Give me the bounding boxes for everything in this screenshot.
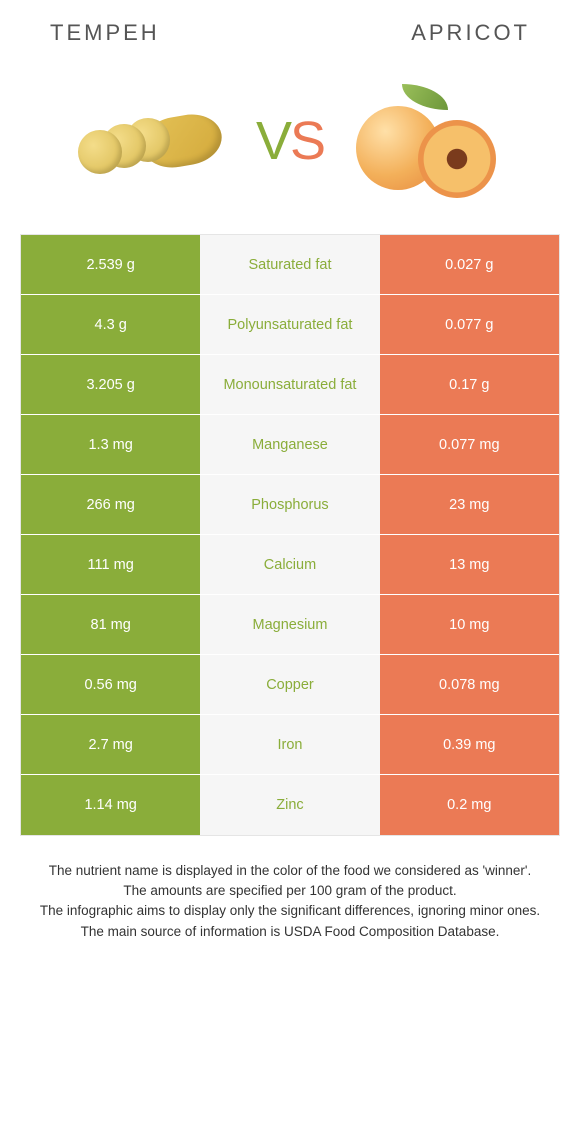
apricot-image bbox=[338, 76, 518, 206]
table-row: 81 mgMagnesium10 mg bbox=[21, 595, 559, 655]
right-value-cell: 0.17 g bbox=[380, 355, 559, 414]
nutrient-label-cell: Manganese bbox=[200, 415, 379, 474]
right-value-cell: 0.027 g bbox=[380, 235, 559, 294]
table-row: 266 mgPhosphorus23 mg bbox=[21, 475, 559, 535]
footer-line: The infographic aims to display only the… bbox=[28, 902, 552, 920]
table-row: 2.539 gSaturated fat0.027 g bbox=[21, 235, 559, 295]
left-value-cell: 0.56 mg bbox=[21, 655, 200, 714]
nutrient-label-cell: Zinc bbox=[200, 775, 379, 835]
left-value-cell: 3.205 g bbox=[21, 355, 200, 414]
footer-line: The main source of information is USDA F… bbox=[28, 923, 552, 941]
footer-line: The nutrient name is displayed in the co… bbox=[28, 862, 552, 880]
left-value-cell: 1.14 mg bbox=[21, 775, 200, 835]
table-row: 111 mgCalcium13 mg bbox=[21, 535, 559, 595]
right-value-cell: 10 mg bbox=[380, 595, 559, 654]
left-value-cell: 2.7 mg bbox=[21, 715, 200, 774]
table-row: 1.14 mgZinc0.2 mg bbox=[21, 775, 559, 835]
right-value-cell: 0.077 g bbox=[380, 295, 559, 354]
left-food-title: Tempeh bbox=[50, 20, 160, 46]
footer-line: The amounts are specified per 100 gram o… bbox=[28, 882, 552, 900]
right-value-cell: 0.2 mg bbox=[380, 775, 559, 835]
nutrient-label-cell: Phosphorus bbox=[200, 475, 379, 534]
nutrient-label-cell: Magnesium bbox=[200, 595, 379, 654]
hero-row: VS bbox=[20, 76, 560, 206]
vs-s: S bbox=[290, 111, 324, 171]
right-value-cell: 0.078 mg bbox=[380, 655, 559, 714]
footer-notes: The nutrient name is displayed in the co… bbox=[20, 862, 560, 941]
right-food-title: Apricot bbox=[411, 20, 530, 46]
right-value-cell: 23 mg bbox=[380, 475, 559, 534]
left-value-cell: 266 mg bbox=[21, 475, 200, 534]
tempeh-image bbox=[62, 76, 242, 206]
nutrient-label-cell: Iron bbox=[200, 715, 379, 774]
infographic-container: Tempeh Apricot VS 2.539 gSaturated fat0.… bbox=[0, 0, 580, 941]
left-value-cell: 111 mg bbox=[21, 535, 200, 594]
table-row: 2.7 mgIron0.39 mg bbox=[21, 715, 559, 775]
left-value-cell: 81 mg bbox=[21, 595, 200, 654]
right-value-cell: 0.39 mg bbox=[380, 715, 559, 774]
nutrient-table: 2.539 gSaturated fat0.027 g4.3 gPolyunsa… bbox=[20, 234, 560, 836]
vs-v: V bbox=[256, 111, 290, 171]
table-row: 4.3 gPolyunsaturated fat0.077 g bbox=[21, 295, 559, 355]
right-value-cell: 0.077 mg bbox=[380, 415, 559, 474]
header-row: Tempeh Apricot bbox=[20, 20, 560, 46]
nutrient-label-cell: Calcium bbox=[200, 535, 379, 594]
table-row: 1.3 mgManganese0.077 mg bbox=[21, 415, 559, 475]
nutrient-label-cell: Monounsaturated fat bbox=[200, 355, 379, 414]
nutrient-label-cell: Saturated fat bbox=[200, 235, 379, 294]
vs-label: VS bbox=[256, 110, 324, 172]
table-row: 0.56 mgCopper0.078 mg bbox=[21, 655, 559, 715]
table-row: 3.205 gMonounsaturated fat0.17 g bbox=[21, 355, 559, 415]
nutrient-label-cell: Polyunsaturated fat bbox=[200, 295, 379, 354]
left-value-cell: 4.3 g bbox=[21, 295, 200, 354]
left-value-cell: 2.539 g bbox=[21, 235, 200, 294]
right-value-cell: 13 mg bbox=[380, 535, 559, 594]
nutrient-label-cell: Copper bbox=[200, 655, 379, 714]
left-value-cell: 1.3 mg bbox=[21, 415, 200, 474]
